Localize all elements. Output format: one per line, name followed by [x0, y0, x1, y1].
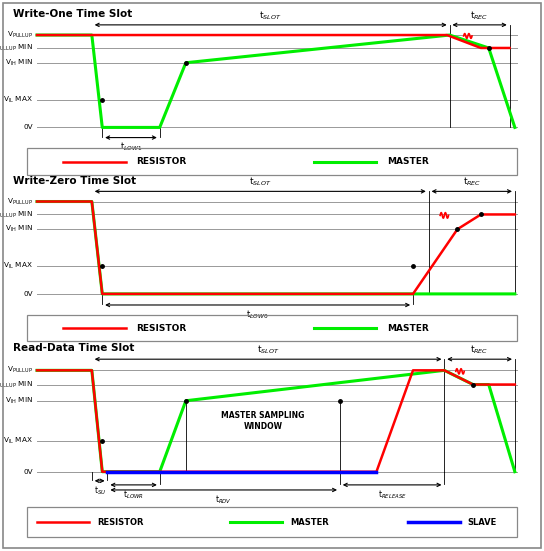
Text: t$_{SU}$: t$_{SU}$ — [94, 484, 106, 497]
Text: RESISTOR: RESISTOR — [97, 517, 144, 527]
Text: t$_{REC}$: t$_{REC}$ — [471, 343, 489, 355]
Text: V$_{\rm IL}$ MAX: V$_{\rm IL}$ MAX — [3, 261, 33, 271]
Text: Read-Data Time Slot: Read-Data Time Slot — [14, 343, 135, 353]
Text: MASTER SAMPLING
WINDOW: MASTER SAMPLING WINDOW — [221, 411, 305, 431]
Text: t$_{SLOT}$: t$_{SLOT}$ — [259, 9, 282, 21]
Text: t$_{RELEASE}$: t$_{RELEASE}$ — [378, 489, 406, 501]
Text: RESISTOR: RESISTOR — [136, 157, 187, 166]
Text: V$_{\rm PULLUP}$ MIN: V$_{\rm PULLUP}$ MIN — [0, 380, 33, 390]
Text: V$_{\rm PULLUP}$: V$_{\rm PULLUP}$ — [7, 30, 33, 40]
Text: t$_{REC}$: t$_{REC}$ — [462, 176, 481, 188]
Text: V$_{\rm IH}$ MIN: V$_{\rm IH}$ MIN — [5, 224, 33, 234]
Text: t$_{SLOT}$: t$_{SLOT}$ — [257, 343, 279, 355]
Text: t$_{LOW1}$: t$_{LOW1}$ — [120, 141, 142, 153]
Bar — [27, 148, 517, 175]
Text: t$_{LOWR}$: t$_{LOWR}$ — [123, 489, 144, 501]
Text: t$_{RDV}$: t$_{RDV}$ — [215, 494, 232, 506]
Text: V$_{\rm PULLUP}$: V$_{\rm PULLUP}$ — [7, 365, 33, 375]
Bar — [27, 507, 517, 537]
Text: Write-One Time Slot: Write-One Time Slot — [14, 9, 133, 19]
Text: V$_{\rm IH}$ MIN: V$_{\rm IH}$ MIN — [5, 58, 33, 68]
Text: V$_{\rm PULLUP}$: V$_{\rm PULLUP}$ — [7, 196, 33, 207]
Text: V$_{\rm PULLUP}$ MIN: V$_{\rm PULLUP}$ MIN — [0, 209, 33, 219]
Text: 0V: 0V — [23, 125, 33, 131]
Text: SLAVE: SLAVE — [468, 517, 497, 527]
Text: Write-Zero Time Slot: Write-Zero Time Slot — [14, 176, 137, 186]
Text: MASTER: MASTER — [387, 157, 429, 166]
Text: t$_{REC}$: t$_{REC}$ — [471, 9, 489, 21]
Text: V$_{\rm IL}$ MAX: V$_{\rm IL}$ MAX — [3, 95, 33, 105]
Text: 0V: 0V — [23, 291, 33, 297]
Text: 0V: 0V — [23, 469, 33, 475]
Text: t$_{LOW0}$: t$_{LOW0}$ — [246, 309, 269, 321]
Text: t$_{SLOT}$: t$_{SLOT}$ — [249, 176, 271, 188]
Text: V$_{\rm IH}$ MIN: V$_{\rm IH}$ MIN — [5, 396, 33, 406]
Text: RESISTOR: RESISTOR — [136, 323, 187, 333]
Bar — [27, 315, 517, 342]
Text: V$_{\rm IL}$ MAX: V$_{\rm IL}$ MAX — [3, 436, 33, 446]
Text: MASTER: MASTER — [387, 323, 429, 333]
Text: V$_{\rm PULLUP}$ MIN: V$_{\rm PULLUP}$ MIN — [0, 43, 33, 53]
Text: MASTER: MASTER — [290, 517, 329, 527]
